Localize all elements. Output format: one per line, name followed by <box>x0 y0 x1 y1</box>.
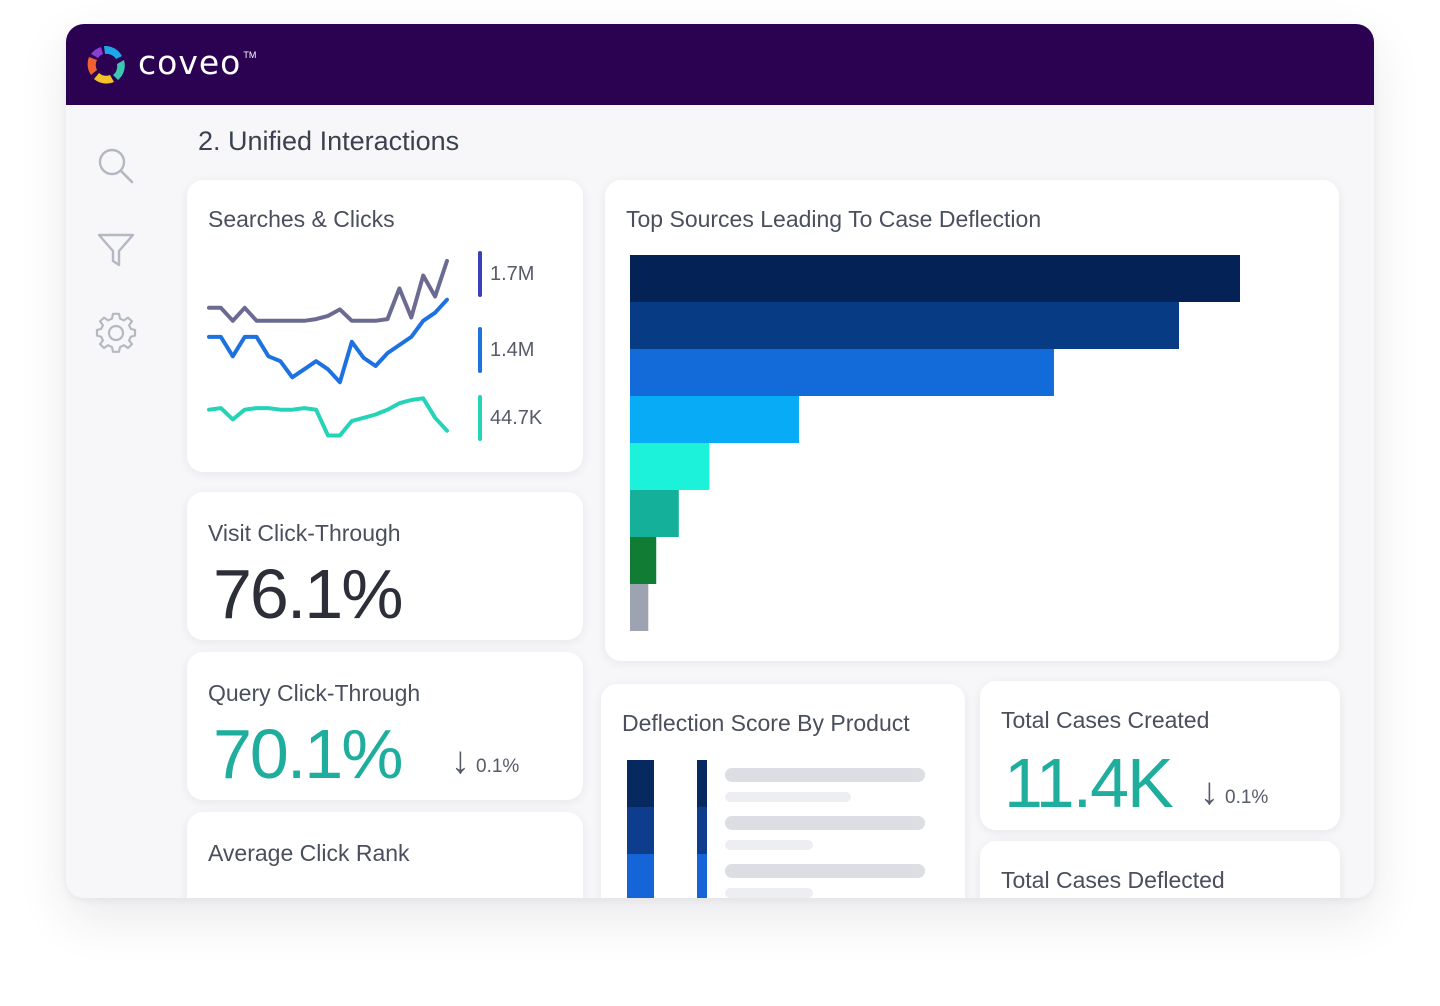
stack-segment <box>627 854 654 898</box>
sidebar <box>94 144 142 396</box>
arrow-down-icon: ↓ <box>451 740 470 782</box>
bar-3[interactable] <box>630 349 1054 396</box>
legend-label: 1.4M <box>490 338 535 361</box>
placeholder-line <box>725 816 925 830</box>
filter-icon[interactable] <box>94 228 138 272</box>
delta-value: 0.1% <box>1225 787 1269 808</box>
card-title: Visit Click-Through <box>208 520 401 546</box>
bar-2[interactable] <box>630 302 1179 349</box>
searches-clicks-card[interactable]: Searches & Clicks 1.7M 1.4M 44.7K <box>187 180 583 472</box>
app-window: coveo TM 2. Unified Interactions Searche… <box>66 24 1374 898</box>
coveo-logo-icon[interactable] <box>82 40 132 90</box>
search-icon[interactable] <box>94 144 138 188</box>
visit-click-through-card[interactable]: Visit Click-Through 76.1% <box>187 492 583 640</box>
top-sources-card[interactable]: Top Sources Leading To Case Deflection <box>605 180 1339 661</box>
bar-6[interactable] <box>630 490 679 537</box>
bar-7[interactable] <box>630 537 657 584</box>
query-click-through-card[interactable]: Query Click-Through 70.1% ↓ 0.1% <box>187 652 583 800</box>
stack-segment <box>627 807 654 854</box>
top-bar: coveo TM <box>66 24 1374 105</box>
legend-item: 1.4M <box>478 327 534 373</box>
legend-swatch <box>478 327 482 373</box>
card-title: Total Cases Deflected <box>1001 867 1225 893</box>
bar-1[interactable] <box>630 255 1240 302</box>
placeholder-line <box>725 768 925 782</box>
deflection-score-card[interactable]: Deflection Score By Product <box>601 684 965 898</box>
card-title: Deflection Score By Product <box>622 710 910 736</box>
brand-name: coveo <box>138 43 242 82</box>
legend-swatch <box>478 251 482 297</box>
legend-item: 44.7K <box>478 395 542 441</box>
series-line-2 <box>207 297 449 385</box>
metric-value: 70.1% <box>213 715 403 793</box>
legend-label: 1.7M <box>490 262 535 285</box>
metric-value: 76.1% <box>213 555 403 633</box>
series-line-3 <box>207 396 449 438</box>
placeholder-line <box>725 864 925 878</box>
searches-clicks-chart <box>207 258 449 438</box>
legend-item: 1.7M <box>478 251 534 297</box>
stack-segment <box>697 760 707 807</box>
gear-icon[interactable] <box>94 312 138 356</box>
average-click-rank-card[interactable]: Average Click Rank <box>187 812 583 898</box>
total-cases-created-card[interactable]: Total Cases Created 11.4K ↓ 0.1% <box>980 681 1340 830</box>
metric-value: 11.4K <box>1004 744 1174 822</box>
trademark: TM <box>243 50 257 60</box>
card-title: Average Click Rank <box>208 840 410 866</box>
card-title: Total Cases Created <box>1001 707 1210 733</box>
stack-segment <box>697 854 707 898</box>
stack-segment <box>697 807 707 854</box>
page-title: 2. Unified Interactions <box>198 126 460 156</box>
deflection-score-chart <box>627 760 707 898</box>
stack-segment <box>627 760 654 807</box>
legend-swatch <box>478 395 482 441</box>
card-title: Top Sources Leading To Case Deflection <box>626 206 1042 232</box>
placeholder-line <box>725 792 851 802</box>
bar-5[interactable] <box>630 443 710 490</box>
top-sources-chart <box>630 255 1240 631</box>
card-title: Searches & Clicks <box>208 206 395 232</box>
placeholder-line <box>725 840 813 850</box>
delta-indicator: ↓ 0.1% <box>451 742 519 780</box>
bar-8[interactable] <box>630 584 649 631</box>
card-title: Query Click-Through <box>208 680 421 706</box>
delta-indicator: ↓ 0.1% <box>1200 773 1268 811</box>
series-line-1 <box>207 258 449 323</box>
bar-4[interactable] <box>630 396 799 443</box>
delta-value: 0.1% <box>476 756 520 777</box>
legend-label: 44.7K <box>490 406 543 429</box>
placeholder-list <box>725 768 925 898</box>
arrow-down-icon: ↓ <box>1200 771 1219 813</box>
placeholder-line <box>725 888 813 898</box>
total-cases-deflected-card[interactable]: Total Cases Deflected <box>980 841 1340 898</box>
